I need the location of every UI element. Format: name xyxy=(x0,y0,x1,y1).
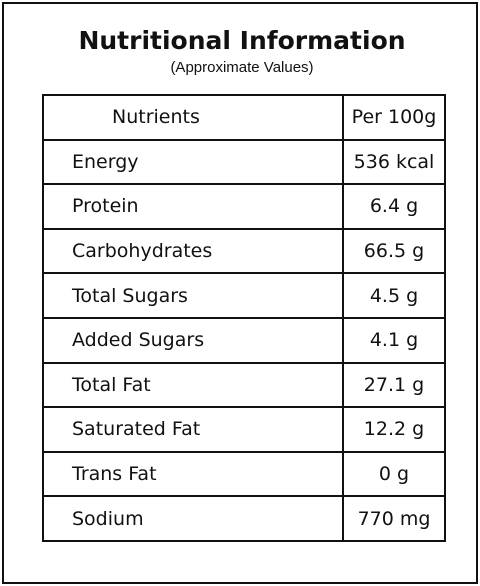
nutrient-name: Saturated Fat xyxy=(42,406,344,453)
column-header: Per 100g xyxy=(342,94,446,141)
nutrient-value: 770 mg xyxy=(342,495,446,542)
column-header: Nutrients xyxy=(42,94,344,141)
table-row: Protein 6.4 g xyxy=(42,183,446,230)
table-row: Saturated Fat 12.2 g xyxy=(42,406,446,453)
nutrient-value: 4.1 g xyxy=(342,316,446,364)
nutrient-name: Total Sugars xyxy=(42,272,344,319)
nutrient-name: Total Fat xyxy=(42,361,344,409)
title: Nutritional Information xyxy=(78,26,406,55)
table-row: Total Sugars 4.5 g xyxy=(42,272,446,319)
table-row: Total Fat 27.1 g xyxy=(42,361,446,409)
nutrient-name: Energy xyxy=(42,138,344,186)
table-row: Trans Fat 0 g xyxy=(42,450,446,498)
nutrient-value: 66.5 g xyxy=(342,227,446,275)
table-row: Sodium 770 mg xyxy=(42,495,446,542)
nutrient-name: Protein xyxy=(42,183,344,230)
nutrient-value: 536 kcal xyxy=(342,138,446,186)
nutrient-value: 27.1 g xyxy=(342,361,446,409)
nutrient-name: Carbohydrates xyxy=(42,227,344,275)
nutrient-name: Added Sugars xyxy=(42,316,344,364)
subtitle: (Approximate Values) xyxy=(170,59,314,76)
nutrition-table: Nutrients Per 100g Energy 536 kcal Protein… xyxy=(42,94,446,542)
nutrient-value: 12.2 g xyxy=(342,406,446,453)
nutrient-value: 0 g xyxy=(342,450,446,498)
header-row: Nutrients Per 100g xyxy=(42,94,446,141)
nutrient-value: 6.4 g xyxy=(342,183,446,230)
table-row: Carbohydrates 66.5 g xyxy=(42,227,446,275)
table-row: Energy 536 kcal xyxy=(42,138,446,186)
table-body: Nutrients Per 100g Energy 536 kcal Protein… xyxy=(42,94,446,542)
table-row: Added Sugars 4.1 g xyxy=(42,316,446,364)
nutrient-name: Trans Fat xyxy=(42,450,344,498)
nutrient-value: 4.5 g xyxy=(342,272,446,319)
nutrient-name: Sodium xyxy=(42,495,344,542)
